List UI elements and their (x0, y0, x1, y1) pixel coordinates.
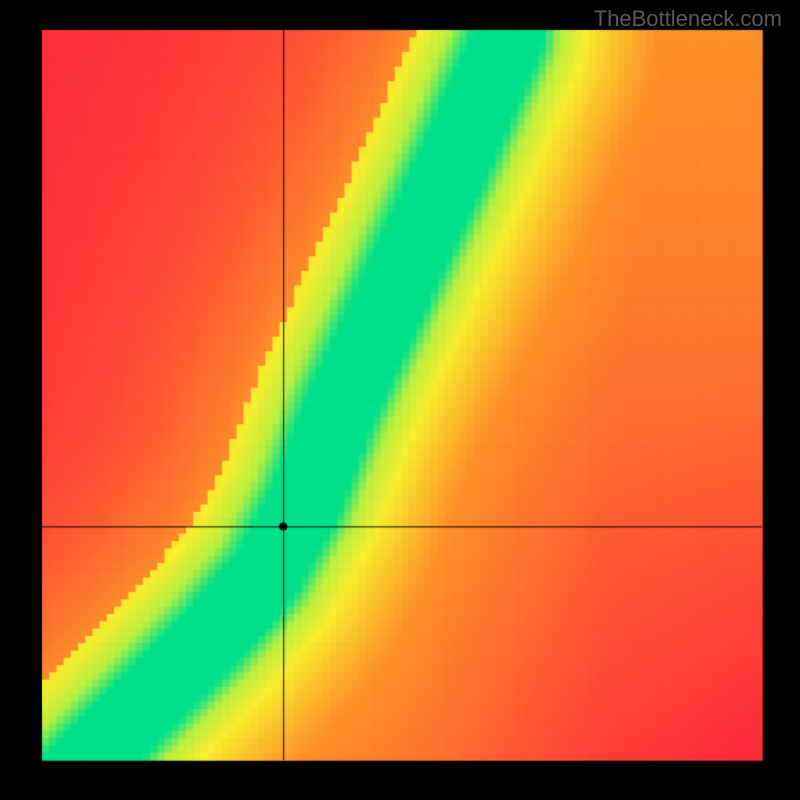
watermark-text: TheBottleneck.com (594, 6, 782, 32)
heatmap-canvas (0, 0, 800, 800)
chart-container: TheBottleneck.com (0, 0, 800, 800)
